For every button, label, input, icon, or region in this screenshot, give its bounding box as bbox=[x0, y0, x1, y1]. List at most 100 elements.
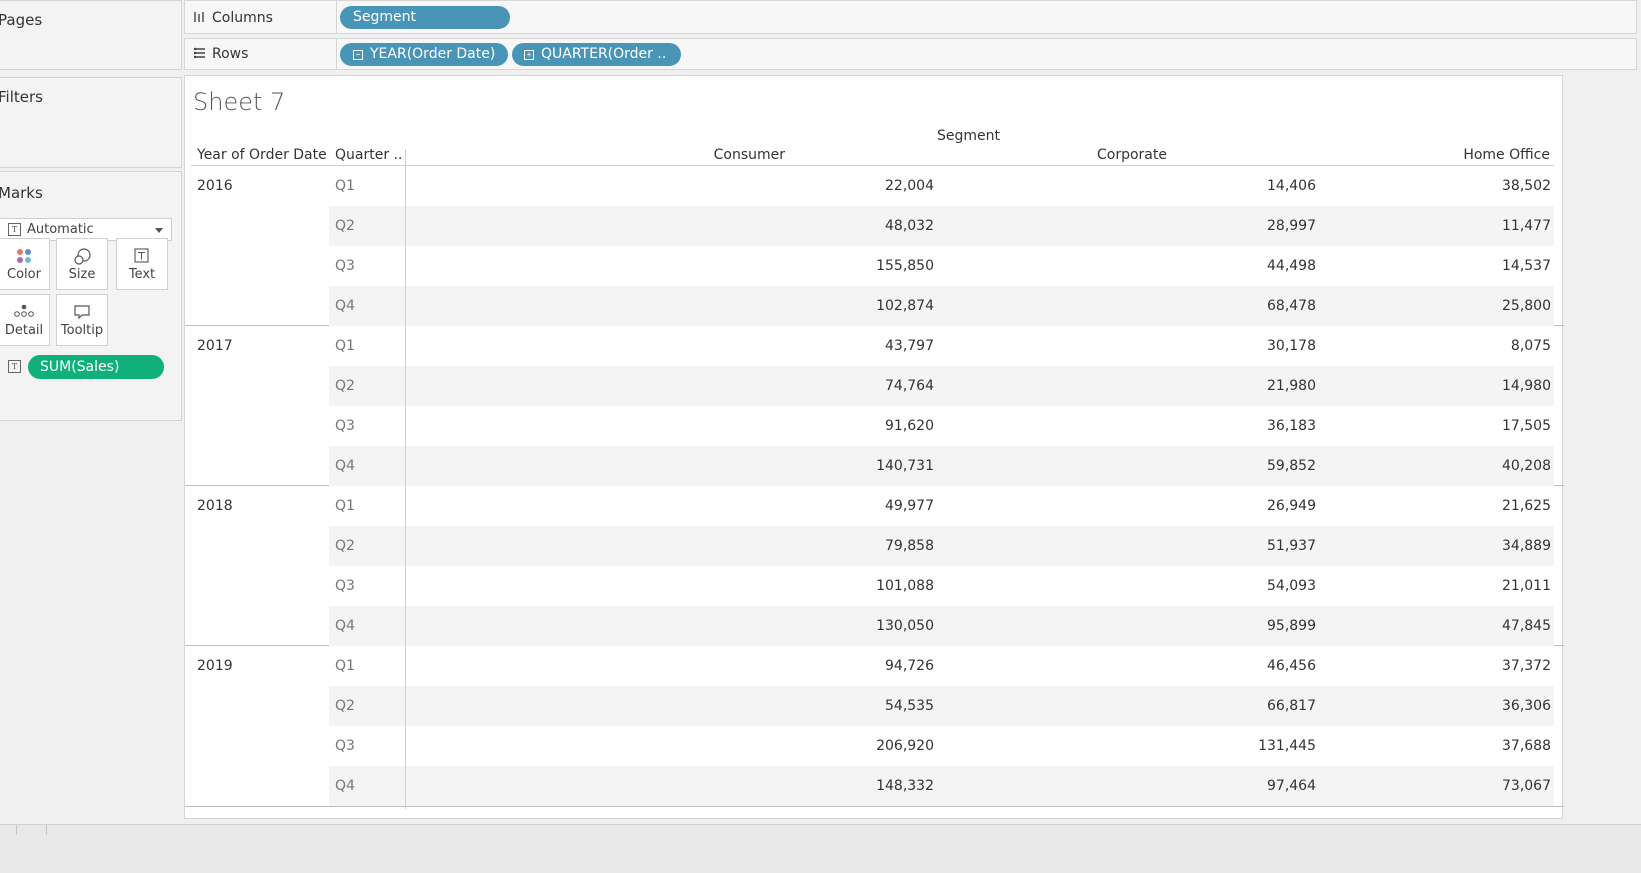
table-row: Q1 49,977 26,949 21,625 bbox=[329, 486, 1554, 526]
columns-icon bbox=[194, 12, 204, 22]
corporate-value: 68,478 bbox=[1267, 298, 1316, 314]
year-block: 2016 Q1 22,004 14,406 38,502 Q2 48,032 28,997 11… bbox=[185, 166, 1564, 326]
home-office-column-header[interactable]: Home Office bbox=[1463, 147, 1550, 163]
corporate-value: 59,852 bbox=[1267, 458, 1316, 474]
columns-shelf[interactable]: Columns Segment bbox=[184, 0, 1637, 34]
sheet-title[interactable]: Sheet 7 bbox=[193, 88, 286, 116]
size-label: Size bbox=[68, 267, 96, 282]
consumer-value: 130,050 bbox=[876, 618, 934, 634]
table-row: Q3 155,850 44,498 14,537 bbox=[329, 246, 1554, 286]
quarter-column-header[interactable]: Quarter .. bbox=[335, 147, 403, 163]
table-row: Q2 74,764 21,980 14,980 bbox=[329, 366, 1554, 406]
year-block: 2018 Q1 49,977 26,949 21,625 Q2 79,858 51,937 34… bbox=[185, 486, 1564, 646]
marks-field-row: T SUM(Sales) bbox=[0, 354, 178, 380]
consumer-value: 102,874 bbox=[876, 298, 934, 314]
table-row: Q2 54,535 66,817 36,306 bbox=[329, 686, 1554, 726]
quarter-label[interactable]: Q4 bbox=[335, 618, 355, 634]
text-button[interactable]: Text bbox=[116, 238, 168, 290]
quarter-label[interactable]: Q2 bbox=[335, 218, 355, 234]
rows-icon bbox=[194, 47, 205, 59]
home-office-value: 14,537 bbox=[1502, 258, 1551, 274]
segment-pill[interactable]: Segment bbox=[340, 6, 510, 29]
consumer-value: 101,088 bbox=[876, 578, 934, 594]
corporate-column-header[interactable]: Corporate bbox=[1097, 147, 1167, 163]
home-office-value: 36,306 bbox=[1502, 698, 1551, 714]
expand-icon[interactable]: + bbox=[524, 50, 534, 60]
quarter-label[interactable]: Q1 bbox=[335, 338, 355, 354]
quarter-label[interactable]: Q1 bbox=[335, 658, 355, 674]
tooltip-label: Tooltip bbox=[60, 323, 104, 338]
corporate-value: 28,997 bbox=[1267, 218, 1316, 234]
quarter-label[interactable]: Q1 bbox=[335, 178, 355, 194]
quarter-label[interactable]: Q3 bbox=[335, 418, 355, 434]
color-icon bbox=[17, 249, 31, 263]
mark-type-label: Automatic bbox=[27, 222, 94, 237]
quarter-label[interactable]: Q1 bbox=[335, 498, 355, 514]
year-block: 2017 Q1 43,797 30,178 8,075 Q2 74,764 21,980 14,… bbox=[185, 326, 1564, 486]
year-label[interactable]: 2018 bbox=[197, 498, 233, 514]
corporate-value: 30,178 bbox=[1267, 338, 1316, 354]
marks-title: Marks bbox=[0, 184, 43, 202]
home-office-value: 21,011 bbox=[1502, 578, 1551, 594]
detail-button[interactable]: Detail bbox=[0, 294, 50, 346]
tab-separator bbox=[46, 825, 47, 835]
year-label[interactable]: 2019 bbox=[197, 658, 233, 674]
rows-shelf-label-area: Rows bbox=[185, 39, 337, 69]
home-office-value: 73,067 bbox=[1502, 778, 1551, 794]
crosstab-body: 2016 Q1 22,004 14,406 38,502 Q2 48,032 28,997 11… bbox=[185, 166, 1564, 807]
collapse-icon[interactable]: − bbox=[353, 50, 363, 60]
pages-title: Pages bbox=[0, 11, 43, 29]
tooltip-button[interactable]: Tooltip bbox=[56, 294, 108, 346]
size-icon bbox=[74, 248, 91, 265]
quarter-label[interactable]: Q2 bbox=[335, 538, 355, 554]
quarter-label[interactable]: Q2 bbox=[335, 378, 355, 394]
year-label[interactable]: 2017 bbox=[197, 338, 233, 354]
quarter-order-date-pill[interactable]: + QUARTER(Order .. bbox=[512, 43, 681, 66]
sum-sales-pill[interactable]: SUM(Sales) bbox=[28, 355, 164, 379]
table-row: Q1 22,004 14,406 38,502 bbox=[329, 166, 1554, 206]
rows-label: Rows bbox=[212, 46, 249, 62]
rows-shelf[interactable]: Rows − YEAR(Order Date) + QUARTER(Order .. bbox=[184, 38, 1637, 70]
color-label: Color bbox=[7, 267, 41, 282]
quarter-label[interactable]: Q3 bbox=[335, 578, 355, 594]
size-button[interactable]: Size bbox=[56, 238, 108, 290]
corporate-value: 51,937 bbox=[1267, 538, 1316, 554]
quarter-label[interactable]: Q4 bbox=[335, 458, 355, 474]
color-button[interactable]: Color bbox=[0, 238, 50, 290]
quarter-label[interactable]: Q3 bbox=[335, 258, 355, 274]
home-office-value: 34,889 bbox=[1502, 538, 1551, 554]
consumer-value: 54,535 bbox=[885, 698, 934, 714]
text-mark-icon[interactable]: T bbox=[8, 360, 21, 373]
table-row: Q2 48,032 28,997 11,477 bbox=[329, 206, 1554, 246]
quarter-label[interactable]: Q4 bbox=[335, 778, 355, 794]
consumer-value: 94,726 bbox=[885, 658, 934, 674]
consumer-value: 148,332 bbox=[876, 778, 934, 794]
year-column-header[interactable]: Year of Order Date bbox=[197, 147, 327, 163]
consumer-value: 140,731 bbox=[876, 458, 934, 474]
consumer-value: 22,004 bbox=[885, 178, 934, 194]
corporate-value: 131,445 bbox=[1258, 738, 1316, 754]
consumer-value: 79,858 bbox=[885, 538, 934, 554]
quarter-label[interactable]: Q4 bbox=[335, 298, 355, 314]
year-label[interactable]: 2016 bbox=[197, 178, 233, 194]
consumer-column-header[interactable]: Consumer bbox=[713, 147, 785, 163]
home-office-value: 37,372 bbox=[1502, 658, 1551, 674]
columns-label: Columns bbox=[212, 10, 273, 26]
quarter-label[interactable]: Q2 bbox=[335, 698, 355, 714]
corporate-value: 46,456 bbox=[1267, 658, 1316, 674]
tab-separator bbox=[16, 825, 17, 835]
text-label: Text bbox=[128, 267, 156, 282]
home-office-value: 25,800 bbox=[1502, 298, 1551, 314]
table-row: Q4 148,332 97,464 73,067 bbox=[329, 766, 1554, 806]
detail-icon bbox=[14, 304, 34, 317]
home-office-value: 11,477 bbox=[1502, 218, 1551, 234]
consumer-value: 91,620 bbox=[885, 418, 934, 434]
corporate-value: 26,949 bbox=[1267, 498, 1316, 514]
year-pill-label: YEAR(Order Date) bbox=[370, 46, 496, 62]
chevron-down-icon bbox=[155, 228, 163, 233]
corporate-value: 66,817 bbox=[1267, 698, 1316, 714]
quarter-label[interactable]: Q3 bbox=[335, 738, 355, 754]
year-order-date-pill[interactable]: − YEAR(Order Date) bbox=[340, 43, 508, 66]
segment-header[interactable]: Segment bbox=[937, 128, 1000, 144]
filters-card[interactable]: Filters bbox=[0, 77, 182, 168]
